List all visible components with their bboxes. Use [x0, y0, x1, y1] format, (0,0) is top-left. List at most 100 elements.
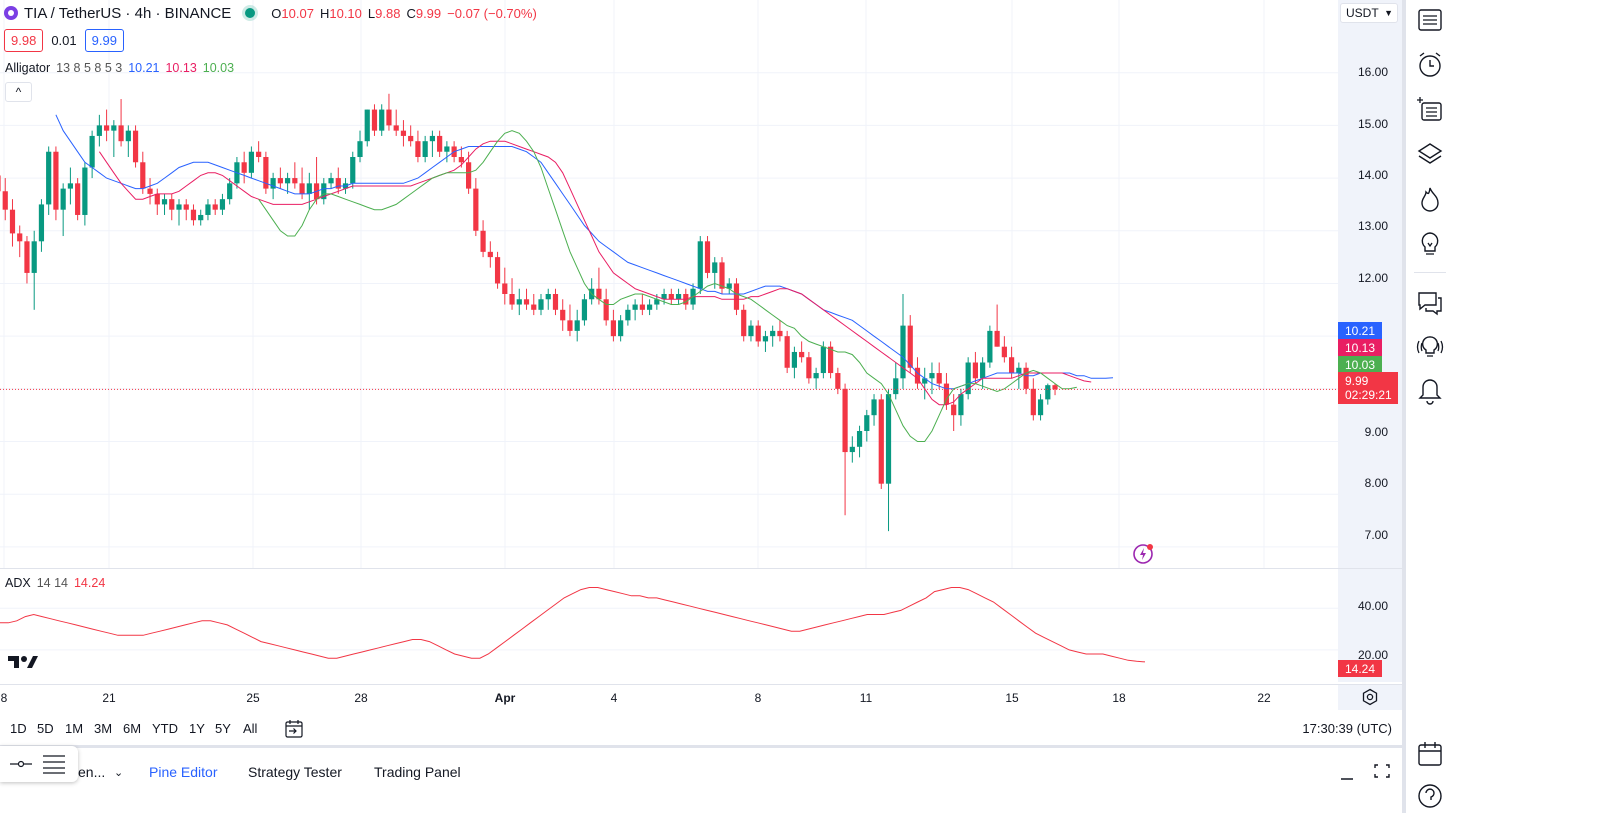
bell-icon[interactable] [1416, 377, 1444, 405]
candle-body [762, 336, 769, 342]
candle-body [46, 151, 52, 205]
range-3m[interactable]: 3M [94, 721, 113, 736]
candle-body [856, 431, 863, 447]
candle-body [972, 362, 978, 379]
drawing-toolbar-toggle[interactable] [0, 746, 78, 782]
flash-alert-icon[interactable] [1132, 542, 1156, 566]
open-value: 10.07 [281, 5, 314, 21]
help-icon[interactable] [1416, 782, 1444, 810]
adx-pane[interactable] [0, 568, 1338, 682]
alligator-jaw-value: 10.21 [128, 61, 160, 75]
range-ytd[interactable]: YTD [152, 721, 178, 736]
add-list-icon[interactable] [1416, 96, 1444, 124]
candle-body [38, 204, 45, 242]
chevron-down-icon[interactable]: ⌄ [114, 767, 124, 779]
price-tick: 7.00 [1364, 528, 1388, 542]
candle-body [31, 241, 37, 273]
time-axis[interactable]: 8 21 25 28 Apr 4 8 11 15 18 22 [0, 684, 1338, 710]
ideas-bulb-icon[interactable] [1416, 230, 1444, 258]
candle-body [922, 378, 928, 384]
time-tick: 8 [0, 691, 8, 705]
candle-body [256, 151, 262, 157]
candle-body [639, 304, 645, 310]
range-5d[interactable]: 5D [37, 721, 54, 736]
candle-body [632, 304, 638, 310]
symbol-title[interactable]: TIA / TetherUS · 4h · BINANCE [24, 4, 232, 22]
tab-stock-screener[interactable]: en... [78, 764, 106, 780]
market-open-icon [245, 8, 256, 18]
range-1d[interactable]: 1D [10, 721, 27, 736]
candle-body [1016, 367, 1022, 374]
chat-icon[interactable] [1416, 289, 1444, 317]
buy-sell-buttons: 9.98 0.01 9.99 [4, 29, 124, 52]
collapse-legend-button[interactable]: ^ [5, 82, 32, 102]
adx-value: 14.24 [73, 576, 106, 590]
range-1y[interactable]: 1Y [189, 721, 205, 736]
tab-strategy-tester[interactable]: Strategy Tester [248, 764, 342, 780]
tab-pine-editor[interactable]: Pine Editor [149, 764, 218, 780]
candle-body [1001, 346, 1007, 358]
candle-body [67, 183, 73, 189]
adx-legend[interactable]: ADX 14 14 14.24 [5, 576, 105, 590]
candle-body [473, 188, 479, 231]
candle-body [96, 125, 102, 136]
ohlc-values: O10.07 H10.10 L9.88 C9.99 −0.07 (−0.70%) [271, 6, 536, 21]
timezone-clock[interactable]: 17:30:39 (UTC) [1302, 721, 1392, 736]
candle-body [285, 178, 291, 184]
main-chart-canvas[interactable] [0, 0, 1338, 568]
main-chart-pane[interactable] [0, 0, 1338, 568]
time-tick: 21 [102, 691, 116, 705]
minimize-panel-icon[interactable] [1339, 766, 1355, 782]
sell-button[interactable]: 9.98 [4, 29, 44, 52]
candle-body [263, 157, 269, 189]
range-6m[interactable]: 6M [123, 721, 142, 736]
alerts-clock-icon[interactable] [1416, 51, 1444, 79]
candle-body [560, 309, 566, 321]
candle-body [647, 304, 653, 310]
candle-body [89, 135, 95, 168]
chart-settings-icon[interactable] [1361, 688, 1379, 706]
candle-body [400, 130, 407, 136]
lips-price-tag: 10.03 [1338, 356, 1382, 373]
candle-body [733, 283, 740, 310]
layers-icon[interactable] [1416, 140, 1444, 168]
range-5y[interactable]: 5Y [215, 721, 231, 736]
adx-chart-canvas[interactable] [0, 569, 1338, 683]
symbol-logo-icon [4, 6, 18, 20]
price-axis[interactable]: 16.00 15.00 14.00 13.00 12.00 9.00 8.00 … [1338, 0, 1402, 568]
price-tick: 8.00 [1364, 476, 1388, 490]
time-tick: 8 [754, 691, 762, 705]
time-tick: 15 [1005, 691, 1019, 705]
candle-body [668, 294, 674, 300]
alligator-params: 13 8 5 8 5 3 [56, 61, 123, 75]
candle-body [176, 204, 182, 210]
go-to-date-icon[interactable] [284, 719, 304, 739]
tab-trading-panel[interactable]: Trading Panel [374, 764, 461, 780]
candle-body [212, 204, 218, 210]
candle-body [205, 204, 211, 215]
symbol-header: TIA / TetherUS · 4h · BINANCE O10.07 H10… [4, 3, 537, 23]
range-all[interactable]: All [243, 721, 258, 736]
hotlist-fire-icon[interactable] [1416, 185, 1444, 213]
candle-body [770, 330, 776, 337]
buy-button[interactable]: 9.99 [84, 29, 124, 52]
candle-body [24, 241, 30, 273]
candle-body [864, 415, 870, 431]
ideas-stream-icon[interactable] [1416, 333, 1444, 361]
currency-selector[interactable]: USDT ▼ [1340, 3, 1398, 23]
alligator-legend[interactable]: Alligator 13 8 5 8 5 3 10.21 10.13 10.03 [5, 61, 234, 75]
candle-body [581, 299, 588, 321]
candle-body [1045, 385, 1051, 400]
candle-body [704, 241, 711, 273]
watchlist-icon[interactable] [1416, 6, 1444, 34]
range-1m[interactable]: 1M [65, 721, 84, 736]
candle-body [292, 178, 298, 184]
candle-body [494, 257, 501, 284]
candle-body [125, 130, 131, 142]
calendar-icon[interactable] [1416, 740, 1444, 768]
alligator-lips-value: 10.03 [202, 61, 235, 75]
maximize-panel-icon[interactable] [1373, 762, 1391, 780]
high-value: 10.10 [329, 5, 362, 21]
price-tick: 15.00 [1357, 117, 1388, 131]
candle-body [350, 157, 356, 184]
